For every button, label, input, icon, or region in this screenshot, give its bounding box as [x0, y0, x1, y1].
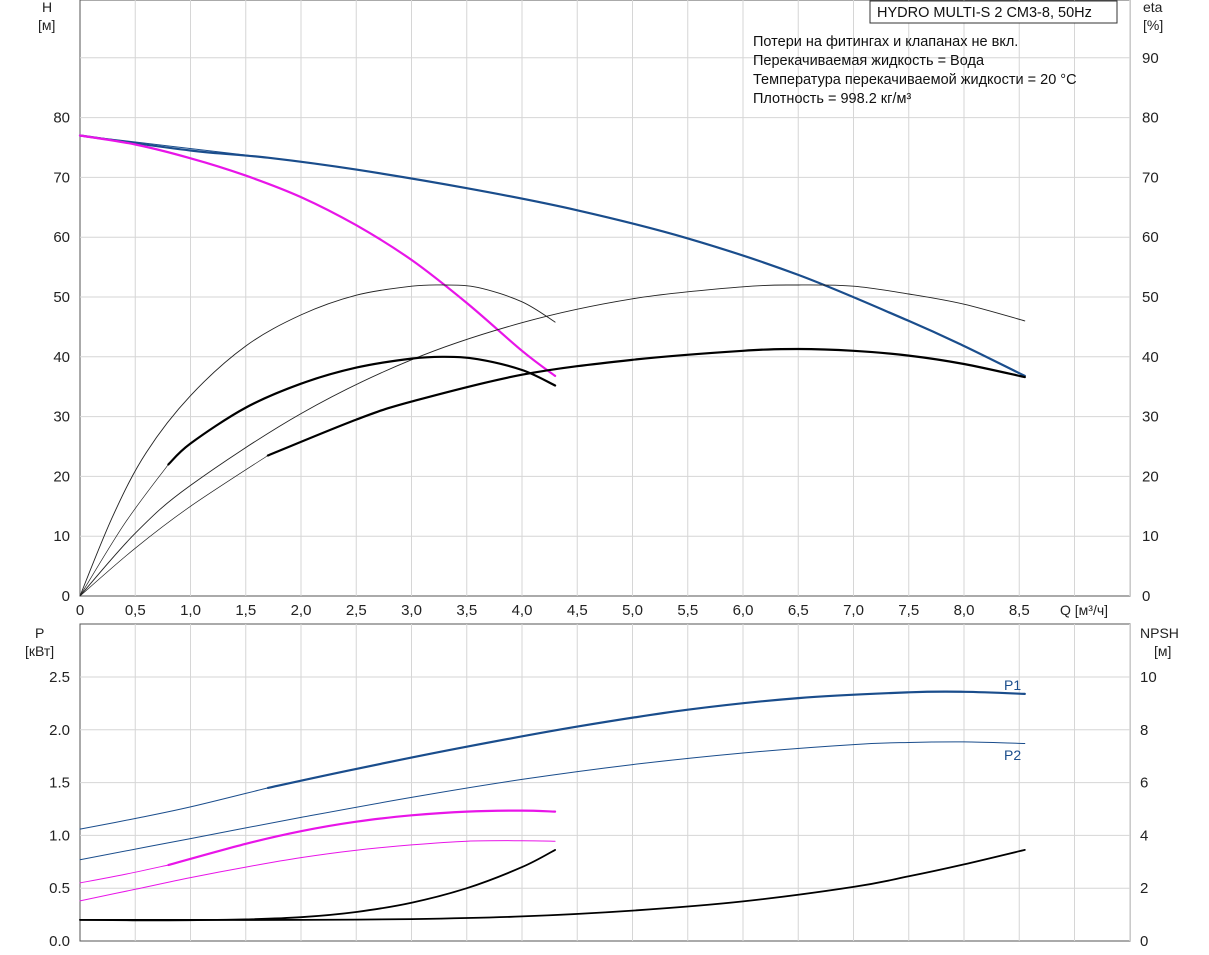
x-tick-label: 1,0 — [180, 602, 201, 619]
annotation-density: Плотность = 998.2 кг/м³ — [753, 91, 911, 107]
y-left-label-top: H — [42, 0, 52, 15]
x-tick-label: 8,5 — [1009, 602, 1030, 619]
y-right-tick-label: 20 — [1142, 468, 1159, 485]
y-right-tick-label: 30 — [1142, 409, 1159, 426]
x-tick-label: 0,5 — [125, 602, 146, 619]
power-npsh-grid — [79, 623, 1131, 942]
curve-head_reduced — [78, 134, 557, 377]
y-right-tick-label: 10 — [1142, 528, 1159, 545]
annotation-liquid: Перекачиваемая жидкость = Вода — [753, 53, 985, 69]
y-left-tick-label: 0.0 — [49, 933, 70, 950]
x-tick-label: 3,5 — [456, 602, 477, 619]
curve-eta_full — [266, 347, 1026, 457]
curve-P1_reduced — [167, 809, 557, 867]
y-right-label-bottom: NPSH — [1140, 625, 1179, 641]
x-tick-label: 4,5 — [567, 602, 588, 619]
power-npsh-curves — [79, 690, 1026, 922]
title-box — [869, 0, 1118, 24]
y-left-tick-label: 2.5 — [49, 669, 70, 686]
x-tick-label: 3,0 — [401, 602, 422, 619]
curve-eta_full_thin_low — [79, 455, 269, 597]
y-left-tick-label: 50 — [53, 289, 70, 306]
x-tick-label: 7,5 — [898, 602, 919, 619]
y-left-tick-label: 1.0 — [49, 827, 70, 844]
x-tick-label: 5,0 — [622, 602, 643, 619]
curve-eta_reduced_thin — [79, 284, 556, 597]
y-right-tick-label: 0 — [1140, 933, 1148, 950]
curve-NPSH_full — [79, 849, 1026, 921]
curve-P1 — [266, 690, 1026, 789]
y-left-tick-label: 40 — [53, 349, 70, 366]
y-left-tick-label: 70 — [53, 169, 70, 186]
y-right-tick-label: 40 — [1142, 349, 1159, 366]
chart-title: HYDRO MULTI-S 2 CM3-8, 50Hz — [877, 5, 1092, 21]
y-left-label-bottom: P — [35, 625, 44, 641]
curve-eta_full_thin — [79, 284, 1026, 597]
y-left-tick-label: 0.5 — [49, 880, 70, 897]
y-left-tick-label: 80 — [53, 110, 70, 127]
y-right-tick-label: 8 — [1140, 722, 1148, 739]
curve-P2_reduced — [79, 840, 556, 902]
y-left-tick-label: 10 — [53, 528, 70, 545]
x-axis-label: Q [м³/ч] — [1060, 602, 1108, 618]
curve-P1_thin — [79, 787, 269, 830]
y-right-label-top: eta — [1143, 0, 1163, 15]
y-left-tick-label: 2.0 — [49, 722, 70, 739]
y-left-tick-label: 1.5 — [49, 775, 70, 792]
curve-eta_reduced — [167, 355, 557, 466]
x-tick-label: 1,5 — [235, 602, 256, 619]
x-tick-label: 2,5 — [346, 602, 367, 619]
x-tick-label: 6,0 — [733, 602, 754, 619]
y-left-tick-label: 30 — [53, 409, 70, 426]
x-tick-label: 0 — [76, 602, 84, 619]
y-right-tick-label: 10 — [1140, 669, 1157, 686]
y-right-unit-top: [%] — [1143, 17, 1163, 33]
y-right-tick-label: 50 — [1142, 289, 1159, 306]
x-tick-label: 7,0 — [843, 602, 864, 619]
curve-head_full — [78, 134, 1026, 377]
x-tick-label: 4,0 — [512, 602, 533, 619]
y-right-unit-bottom: [м] — [1154, 643, 1171, 659]
head-efficiency-curves — [78, 134, 1026, 597]
y-left-unit-top: [м] — [38, 17, 55, 33]
curve-NPSH_reduced — [79, 849, 556, 922]
x-tick-label: 2,0 — [291, 602, 312, 619]
y-left-tick-label: 20 — [53, 468, 70, 485]
y-right-tick-label: 4 — [1140, 827, 1148, 844]
y-left-unit-bottom: [кВт] — [25, 643, 54, 659]
series-label-p2: P2 — [1004, 747, 1021, 763]
chart-text: 0 0,5 1,0 1,5 2,0 2,5 3,0 3,5 4,0 4,5 5,0 5,5 6,0 6,5… — [49, 50, 1159, 950]
y-right-tick-label: 2 — [1140, 880, 1148, 897]
x-tick-label: 5,5 — [677, 602, 698, 619]
annotation-fittings: Потери на фитингах и клапанах не вкл. — [753, 34, 1018, 50]
y-right-tick-label: 0 — [1142, 588, 1150, 605]
x-tick-label: 8,0 — [954, 602, 975, 619]
series-label-p1: P1 — [1004, 677, 1021, 693]
head-efficiency-grid — [79, 0, 1131, 597]
annotation-temperature: Температура перекачиваемой жидкости = 20… — [753, 72, 1077, 88]
y-right-tick-label: 80 — [1142, 110, 1159, 127]
y-left-tick-label: 60 — [53, 229, 70, 246]
curve-eta_reduced_thin_low — [79, 464, 169, 597]
y-left-tick-label: 0 — [62, 588, 70, 605]
y-right-tick-label: 70 — [1142, 169, 1159, 186]
curve-P1_reduced_thin — [79, 864, 169, 884]
y-right-tick-label: 90 — [1142, 50, 1159, 67]
y-right-tick-label: 6 — [1140, 775, 1148, 792]
curve-P2 — [79, 741, 1026, 861]
top-plot-frame — [79, 0, 1131, 597]
y-right-tick-label: 60 — [1142, 229, 1159, 246]
x-tick-label: 6,5 — [788, 602, 809, 619]
